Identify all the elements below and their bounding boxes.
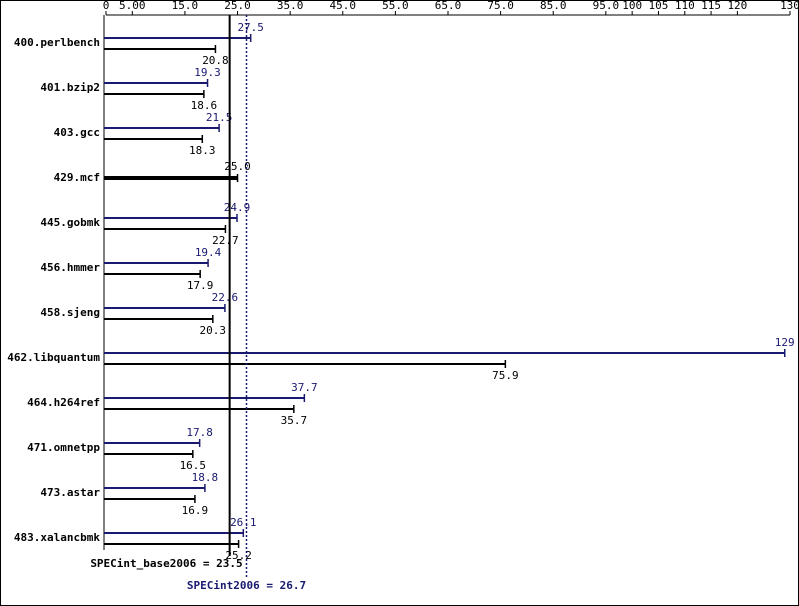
x-tick-label: 45.0 [330,0,357,12]
category-label: 483.xalancbmk [14,531,100,544]
x-tick-label: 95.0 [593,0,620,12]
category-label: 445.gobmk [40,216,100,229]
value-label: 19.3 [194,66,221,79]
category-label: 464.h264ref [27,396,100,409]
category-label: 400.perlbench [14,36,100,49]
category-label: 473.astar [40,486,100,499]
value-label: 18.6 [191,99,218,112]
x-tick-label: 0 [103,0,110,12]
category-label: 401.bzip2 [40,81,100,94]
value-label: 75.9 [492,369,519,382]
x-tick-label: 110 [675,0,695,12]
x-tick-label: 130 [780,0,799,12]
value-label: 20.8 [202,54,229,67]
value-label: 21.5 [206,111,233,124]
value-label: 17.8 [186,426,213,439]
x-tick-label: 15.0 [172,0,199,12]
value-label: 26.1 [230,516,257,529]
reference-label: SPECint_base2006 = 23.5 [90,557,242,570]
category-label: 456.hmmer [40,261,100,274]
value-label: 20.3 [200,324,227,337]
value-label: 22.6 [212,291,239,304]
x-tick-label: 75.0 [487,0,514,12]
x-tick-label: 25.0 [224,0,251,12]
value-label: 35.7 [281,414,308,427]
category-label: 403.gcc [54,126,100,139]
x-tick-label: 55.0 [382,0,409,12]
category-label: 429.mcf [54,171,100,184]
value-label: 18.3 [189,144,216,157]
x-tick-label: 120 [727,0,747,12]
value-label: 17.9 [187,279,214,292]
x-tick-label: 115 [701,0,721,12]
value-label: 19.4 [195,246,222,259]
value-label: 16.9 [182,504,209,517]
category-label: 471.omnetpp [27,441,100,454]
x-tick-label: 5.00 [119,0,146,12]
x-tick-label: 85.0 [540,0,567,12]
value-label: 37.7 [291,381,318,394]
value-label: 16.5 [180,459,207,472]
reference-label: SPECint2006 = 26.7 [187,579,306,592]
x-tick-label: 35.0 [277,0,304,12]
value-label: 129 [775,336,795,349]
value-label: 25.2 [225,549,252,562]
category-label: 458.sjeng [40,306,100,319]
x-tick-label: 65.0 [435,0,462,12]
value-label: 27.5 [237,21,264,34]
x-tick-label: 100 [622,0,642,12]
value-label: 25.0 [224,160,251,173]
value-label: 18.8 [192,471,219,484]
x-tick-label: 105 [649,0,669,12]
value-label: 22.7 [212,234,239,247]
category-label: 462.libquantum [7,351,100,364]
